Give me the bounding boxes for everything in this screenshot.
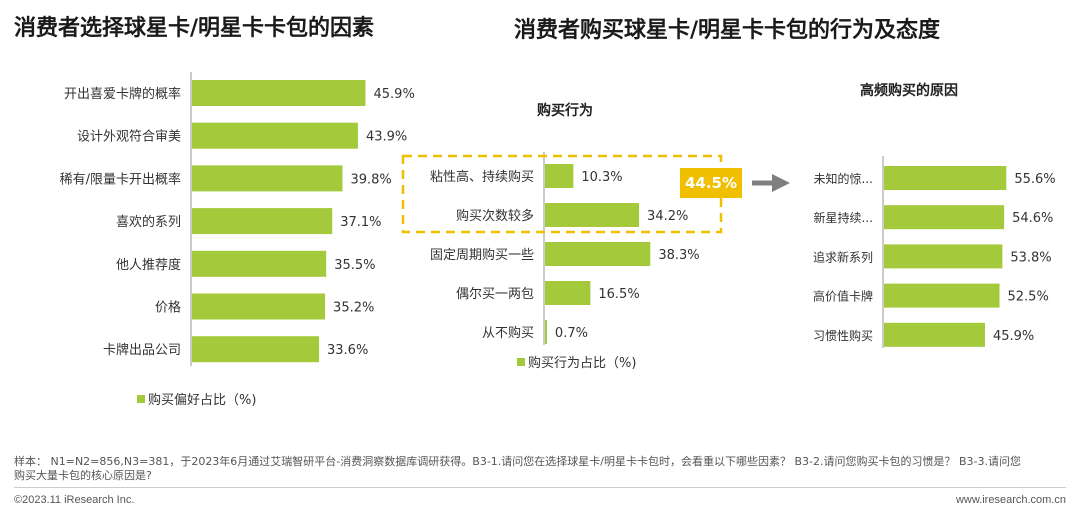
- bar: [545, 164, 574, 188]
- value-label: 52.5%: [1008, 290, 1049, 305]
- bar: [192, 208, 333, 235]
- legend-swatch: [517, 357, 525, 366]
- value-label: 35.5%: [334, 258, 375, 273]
- category-label: 习惯性购买: [813, 328, 873, 343]
- bar: [192, 122, 358, 149]
- bar: [192, 80, 366, 106]
- category-label: 价格: [155, 300, 181, 316]
- bar: [192, 336, 320, 363]
- footnote: 样本： N1=N2=856,N3=381，于2023年6月通过艾瑞智研平台-消费…: [14, 455, 1021, 482]
- bar: [192, 165, 343, 192]
- value-label: 16.5%: [598, 287, 639, 302]
- bar: [884, 166, 1007, 190]
- legend-behavior: 购买行为占比（%): [517, 352, 636, 371]
- category-label: 稀有/限量卡开出概率: [60, 171, 181, 187]
- bar: [884, 244, 1003, 269]
- category-label: 粘性高、持续购买: [430, 169, 534, 185]
- value-label: 39.8%: [350, 172, 391, 187]
- value-label: 54.6%: [1012, 211, 1053, 226]
- left-title: 消费者选择球星卡/明星卡卡包的因素: [14, 16, 375, 41]
- preference-chart: 开出喜爱卡牌的概率 45.9% 设计外观符合审美 43.9% 稀有/限量卡开出概率 39.…: [60, 72, 415, 366]
- value-label: 45.9%: [374, 87, 415, 102]
- value-label: 10.3%: [581, 170, 622, 185]
- value-label: 35.2%: [333, 301, 374, 316]
- bar: [545, 281, 591, 305]
- behavior-subtitle: 购买行为: [537, 103, 593, 119]
- bar: [545, 320, 547, 344]
- bar: [884, 205, 1005, 230]
- value-label: 33.6%: [327, 343, 368, 358]
- category-label: 追求新系列: [813, 249, 873, 264]
- reason-subtitle: 高频购买的原因: [860, 83, 958, 99]
- category-label: 开出喜爱卡牌的概率: [64, 86, 181, 102]
- reason-chart: 未知的惊... 55.6% 新星持续... 54.6% 追求新系列 53.8% 高价值卡牌 5…: [813, 156, 1056, 348]
- category-label: 设计外观符合审美: [77, 129, 181, 145]
- category-label: 从不购买: [482, 325, 534, 341]
- category-label: 卡牌出品公司: [103, 342, 181, 358]
- arrow-icon: [752, 174, 790, 192]
- right-title: 消费者购买球星卡/明星卡卡包的行为及态度: [514, 18, 941, 43]
- divider: [14, 487, 1066, 488]
- value-label: 43.9%: [366, 130, 407, 145]
- behavior-chart: 粘性高、持续购买 10.3% 购买次数较多 34.2% 固定周期购买一些 38.3% 偶尔买…: [430, 152, 700, 345]
- website: www.iresearch.com.cn: [955, 494, 1066, 506]
- copyright: ©2023.11 iResearch Inc.: [14, 494, 135, 506]
- category-label: 高价值卡牌: [813, 289, 873, 304]
- bar: [545, 242, 651, 266]
- value-label: 34.2%: [647, 209, 688, 224]
- bar: [884, 322, 985, 347]
- category-label: 未知的惊...: [814, 171, 873, 186]
- category-label: 固定周期购买一些: [430, 247, 534, 263]
- value-label: 55.6%: [1014, 172, 1055, 187]
- category-label: 购买次数较多: [456, 208, 534, 224]
- value-label: 38.3%: [658, 248, 699, 263]
- bar: [884, 283, 1000, 308]
- callout-badge: 44.5%: [680, 168, 742, 198]
- legend-label: 购买偏好占比（%): [148, 393, 257, 408]
- value-label: 45.9%: [993, 329, 1034, 344]
- value-label: 53.8%: [1010, 250, 1051, 265]
- value-label: 37.1%: [340, 215, 381, 230]
- bar: [192, 293, 326, 320]
- legend-swatch: [137, 394, 145, 403]
- legend-preference: 购买偏好占比（%): [137, 389, 256, 408]
- category-label: 新星持续...: [814, 210, 873, 225]
- category-label: 偶尔买一两包: [456, 287, 534, 302]
- bar: [192, 250, 327, 277]
- bar: [545, 203, 640, 227]
- value-label: 0.7%: [555, 326, 588, 341]
- highlight-dashed-box: [401, 154, 723, 234]
- category-label: 喜欢的系列: [116, 214, 181, 230]
- legend-label: 购买行为占比（%): [528, 356, 637, 371]
- category-label: 他人推荐度: [116, 257, 181, 273]
